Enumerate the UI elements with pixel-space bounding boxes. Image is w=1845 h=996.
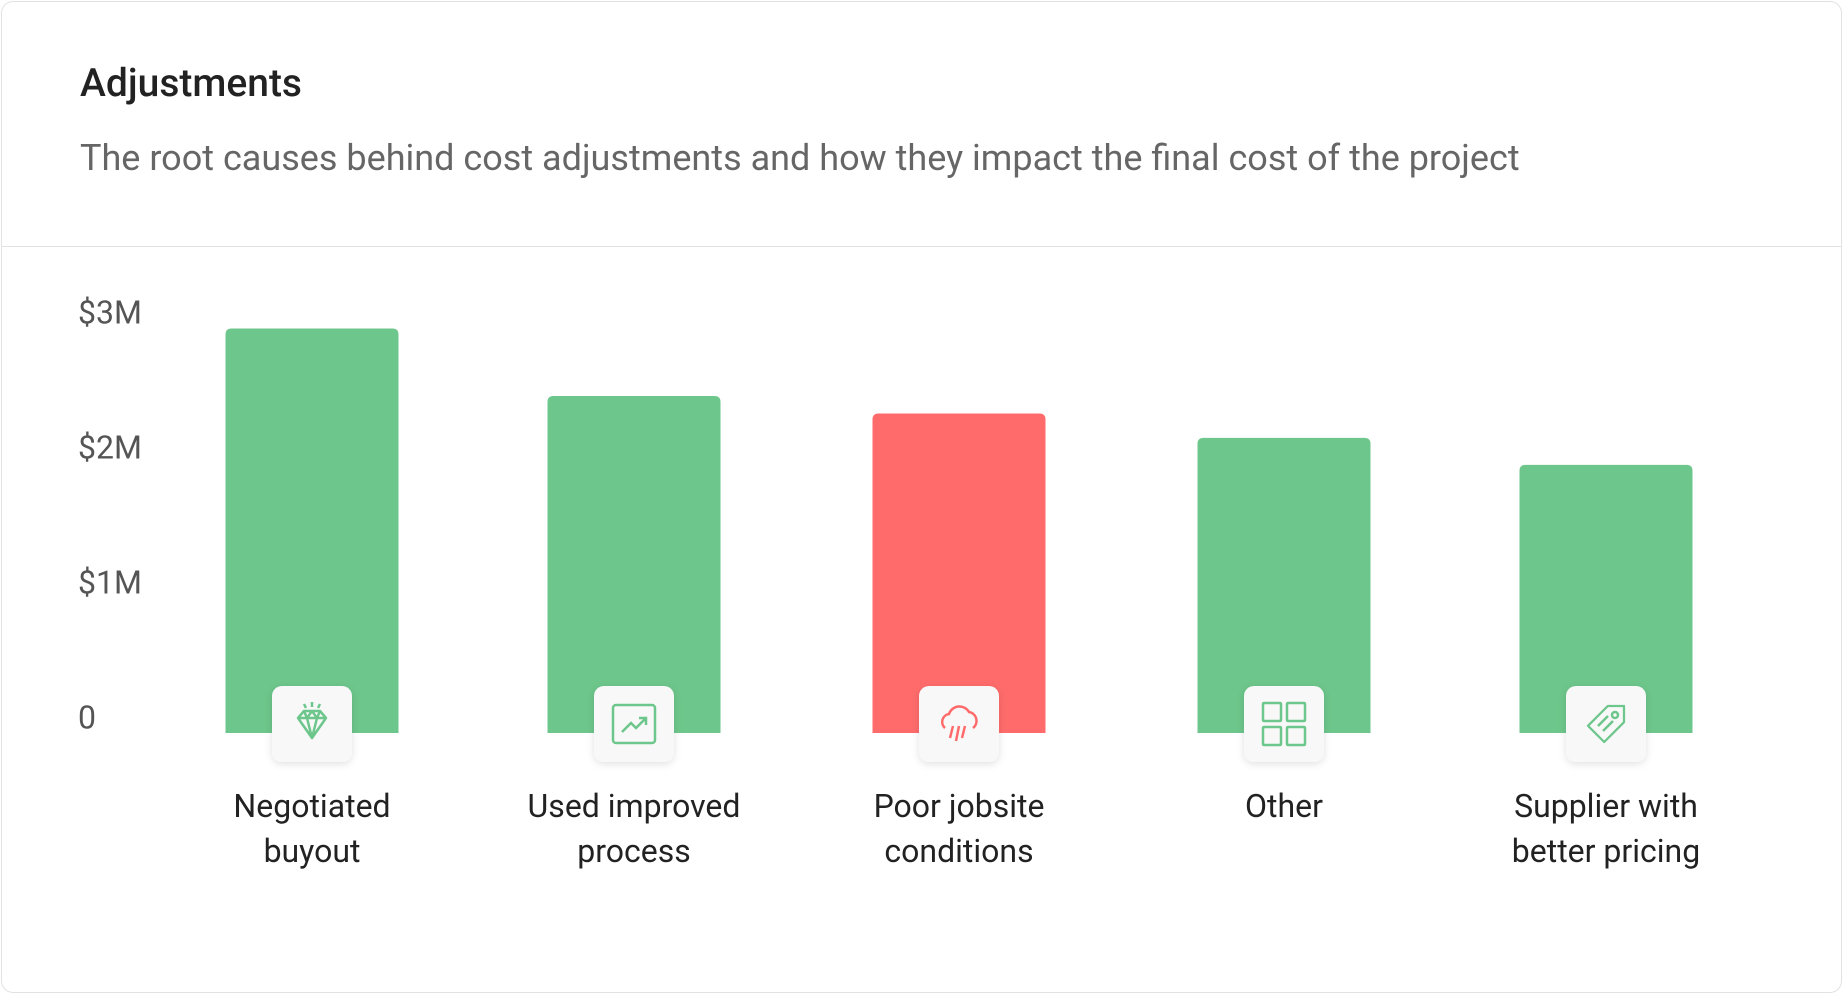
x-tick-label: Poor jobsite conditions bbox=[873, 787, 1045, 870]
x-tick-label: Supplier with better pricing bbox=[1511, 787, 1701, 870]
icon bbox=[1261, 701, 1307, 747]
bar bbox=[1197, 437, 1371, 733]
x-tick-label: Used improved process bbox=[527, 787, 741, 870]
icon-shape bbox=[611, 703, 657, 745]
icon-shape bbox=[1261, 725, 1283, 747]
icon-shape bbox=[1586, 704, 1626, 744]
icon bbox=[1586, 704, 1626, 744]
icon-shape bbox=[1610, 710, 1620, 720]
icon-box bbox=[919, 686, 999, 762]
icon bbox=[611, 703, 657, 745]
icon-shape bbox=[1261, 701, 1283, 723]
icon-box bbox=[1244, 686, 1324, 762]
y-tick-label: $2M bbox=[78, 428, 142, 466]
icon-shape bbox=[1597, 715, 1614, 732]
bar bbox=[547, 396, 721, 733]
card-title: Adjustments bbox=[80, 60, 303, 106]
bar bbox=[1519, 464, 1693, 733]
icon-shape bbox=[1285, 701, 1307, 723]
x-tick-label: Negotiated buyout bbox=[233, 787, 391, 870]
icon-box bbox=[594, 686, 674, 762]
bar bbox=[872, 413, 1046, 733]
y-tick-label: $3M bbox=[78, 293, 142, 331]
icon-box bbox=[1566, 686, 1646, 762]
icon-box bbox=[272, 686, 352, 762]
icon-shape bbox=[948, 725, 967, 742]
card-subtitle: The root causes behind cost adjustments … bbox=[80, 137, 1520, 179]
x-tick-label: Other bbox=[1245, 787, 1323, 825]
icon-shape bbox=[1285, 725, 1307, 747]
icon-shape bbox=[302, 702, 322, 709]
icon bbox=[296, 702, 328, 740]
divider bbox=[2, 246, 1841, 247]
y-tick-label: 0 bbox=[78, 698, 96, 736]
icon-shape bbox=[940, 705, 978, 729]
y-tick-label: $1M bbox=[78, 563, 142, 601]
icon-shape bbox=[296, 709, 328, 740]
icon-shape bbox=[621, 716, 648, 733]
bar bbox=[225, 328, 399, 733]
icon bbox=[940, 705, 978, 742]
